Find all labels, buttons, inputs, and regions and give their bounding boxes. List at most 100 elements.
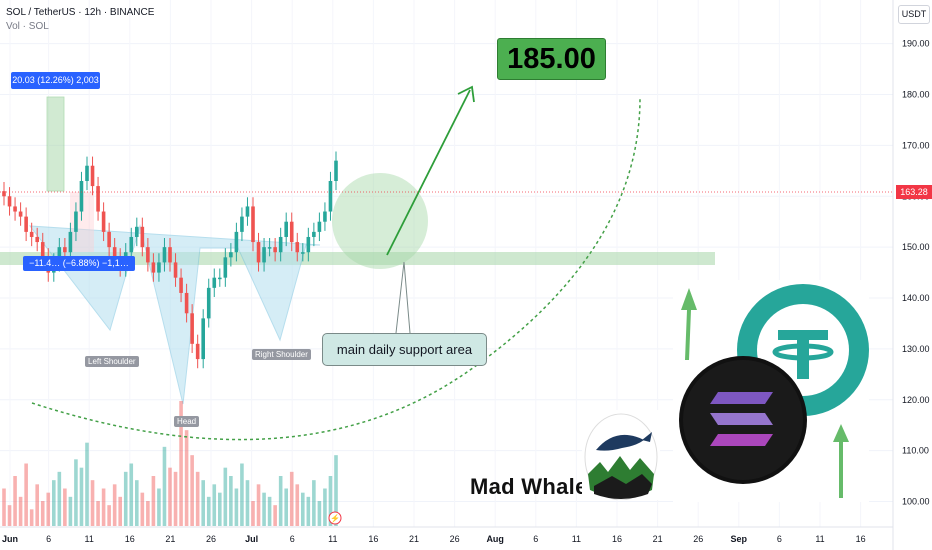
candle-body: [40, 242, 45, 258]
volume-bar: [289, 471, 294, 526]
candle-body: [273, 247, 277, 253]
candle-body: [184, 292, 189, 314]
volume-bar: [262, 492, 266, 526]
volume-bar: [85, 442, 89, 526]
volume-bar: [245, 480, 250, 526]
volume-bar: [13, 476, 17, 526]
candle-body: [334, 160, 338, 181]
price-tick-label: 120.00: [902, 395, 930, 405]
currency-button[interactable]: USDT: [898, 5, 930, 24]
time-axis[interactable]: Jun 6 11 16 21 26 Jul 6 11 16 21 26 Aug 6 11 16 21 26 Sep 6…: [2, 534, 866, 544]
price-tick-label: 130.00: [902, 344, 930, 354]
price-tick-label: 140.00: [902, 293, 930, 303]
candle-body: [151, 262, 156, 273]
candle-body: [96, 186, 100, 212]
candle-body: [101, 211, 106, 232]
volume-bar: [195, 471, 200, 526]
candle-body: [212, 277, 217, 288]
candle-body: [223, 257, 228, 278]
inverse-head-shoulders-fill: [28, 224, 321, 405]
candle-body: [29, 231, 34, 237]
volume-bar: [123, 471, 128, 526]
volume-bar: [256, 484, 261, 526]
volume-bar: [168, 467, 172, 526]
whale-logo-icon: [582, 410, 660, 501]
volume-bar: [146, 501, 150, 526]
volume-bar: [218, 492, 222, 526]
candle-body: [256, 242, 261, 263]
time-tick-label: 11: [815, 534, 824, 544]
candle-body: [278, 236, 283, 253]
volume-bar: [57, 471, 62, 526]
candle-body: [190, 313, 194, 344]
flash-icon[interactable]: [328, 511, 342, 525]
candle-body: [229, 252, 233, 258]
candle-body: [306, 236, 311, 253]
volume-bar: [129, 463, 134, 526]
volume-bar: [96, 501, 100, 526]
volume-bar: [2, 488, 6, 526]
symbol-title[interactable]: SOL / TetherUS · 12h · BINANCE: [6, 7, 155, 18]
volume-bar: [301, 492, 305, 526]
volume-bar: [190, 455, 194, 526]
volume-bar: [90, 480, 95, 526]
volume-label: Vol · SOL: [6, 21, 49, 32]
price-tick-label: 180.00: [902, 90, 930, 100]
volume-bar: [68, 496, 73, 526]
candle-body: [107, 231, 111, 248]
volume-bar: [184, 430, 189, 526]
volume-bar: [135, 480, 139, 526]
volume-bar: [223, 467, 228, 526]
candle-body: [162, 247, 167, 263]
candle-body: [146, 247, 150, 263]
candle-body: [74, 211, 78, 232]
candle-body: [68, 231, 73, 253]
volume-bar: [179, 401, 183, 526]
volume-bar: [162, 446, 167, 526]
candle-body: [2, 191, 6, 197]
candle-body: [284, 221, 288, 237]
candle-body: [245, 206, 250, 217]
candle-body: [234, 231, 239, 253]
candle-body: [240, 216, 244, 232]
candle-body: [7, 196, 12, 207]
volume-bar: [112, 484, 117, 526]
head-label: Head: [174, 416, 200, 427]
flash-icon-glyph: ⚡: [330, 513, 340, 523]
candle-body: [289, 221, 294, 243]
candle-body: [301, 252, 305, 254]
time-tick-label: 21: [653, 534, 663, 544]
last-price-badge: 163.28: [896, 185, 932, 199]
volume-bar: [229, 476, 233, 526]
volume-bar: [240, 463, 244, 526]
volume-bar: [267, 496, 272, 526]
volume-bar: [323, 488, 327, 526]
price-tick-label: 150.00: [902, 242, 930, 252]
volume-bar: [140, 492, 145, 526]
volume-bars: [2, 401, 338, 526]
candle-body: [13, 206, 17, 212]
time-tick-label: Sep: [731, 534, 748, 544]
volume-bar: [295, 484, 300, 526]
volume-bar: [35, 484, 39, 526]
volume-bar: [206, 496, 211, 526]
support-area-label: main daily support area: [322, 333, 487, 366]
time-tick-label: 16: [856, 534, 866, 544]
time-tick-label: 16: [612, 534, 622, 544]
price-tick-label: 190.00: [902, 39, 930, 49]
target-price-badge: 185.00: [497, 38, 606, 80]
volume-bar: [201, 480, 205, 526]
volume-bar: [107, 505, 111, 526]
measure-top-box: [46, 96, 65, 192]
candle-body: [90, 165, 95, 187]
candle-body: [206, 287, 211, 319]
volume-bar: [24, 463, 28, 526]
candle-body: [195, 343, 200, 360]
drawings: [0, 85, 893, 441]
volume-bar: [234, 488, 239, 526]
target-arrow-line: [386, 89, 471, 256]
time-tick-label: 16: [125, 534, 135, 544]
time-tick-label: 21: [409, 534, 419, 544]
price-axis[interactable]: 100.00110.00120.00130.00140.00150.00160.…: [902, 39, 930, 507]
volume-bar: [40, 501, 45, 526]
